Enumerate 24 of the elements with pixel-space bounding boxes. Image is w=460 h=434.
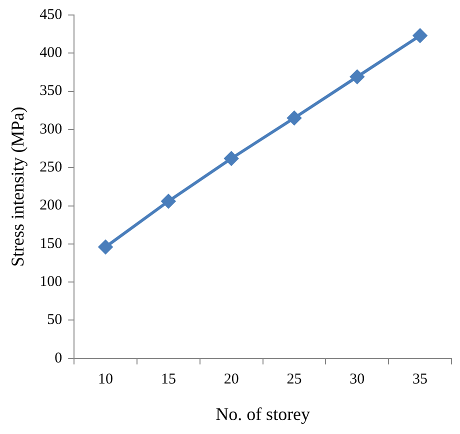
- y-tick-label: 350: [40, 83, 62, 100]
- y-tick-label: 450: [40, 6, 62, 23]
- y-tick-label: 250: [40, 160, 62, 176]
- x-tick-label: 15: [160, 371, 176, 388]
- y-tick-label: 100: [40, 274, 62, 290]
- point: [413, 28, 428, 43]
- point: [161, 194, 176, 208]
- x-tick-label: 30: [350, 371, 365, 388]
- point: [98, 240, 113, 254]
- point: [287, 111, 302, 126]
- x-tick-label: 35: [412, 371, 428, 388]
- y-tick-label: 300: [40, 121, 62, 138]
- x-axis-title: No. of storey: [216, 404, 310, 424]
- x-tick-label: 25: [286, 371, 302, 388]
- y-tick-label: 150: [40, 236, 62, 252]
- y-tick-label: 200: [40, 198, 62, 214]
- x-tick-label: 20: [224, 371, 239, 388]
- x-tick-label: 10: [98, 371, 114, 388]
- y-tick-label: 50: [47, 312, 62, 328]
- y-axis-title: Stress intensity (MPa): [8, 106, 28, 267]
- y-tick-label: 400: [40, 45, 62, 62]
- y-tick-label: 0: [54, 350, 62, 366]
- point: [350, 70, 364, 84]
- point: [224, 151, 238, 166]
